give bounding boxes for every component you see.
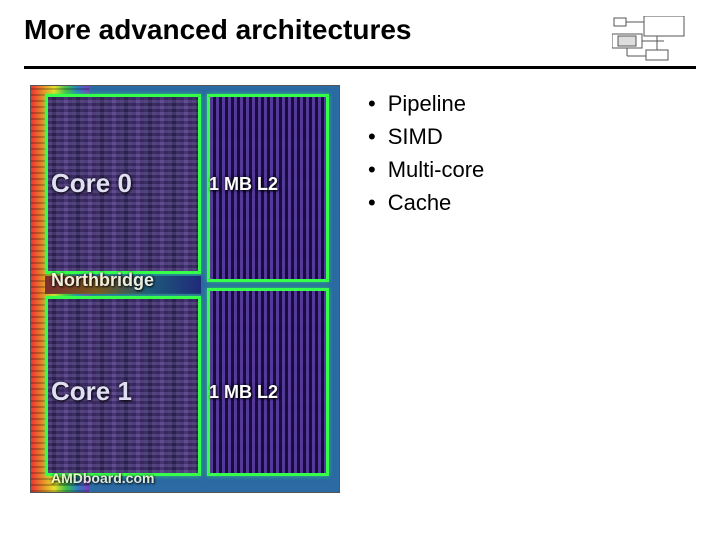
bullet-item: • Cache [368,186,484,219]
title-row: More advanced architectures [24,14,696,64]
bullet-glyph: • [368,120,376,153]
label-l2-0: 1 MB L2 [209,174,278,195]
bullet-glyph: • [368,153,376,186]
title-rule [24,66,696,69]
bullet-item: • Multi-core [368,153,484,186]
bullet-item: • Pipeline [368,87,484,120]
slide: More advanced architectures [0,0,720,493]
content-row: Core 0 Northbridge Core 1 1 MB L2 1 MB L… [24,85,696,493]
bullet-text: SIMD [388,120,443,153]
bullet-item: • SIMD [368,120,484,153]
bullet-text: Cache [388,186,452,219]
bullet-text: Multi-core [388,153,485,186]
bullet-glyph: • [368,186,376,219]
slide-title: More advanced architectures [24,14,412,54]
label-l2-1: 1 MB L2 [209,382,278,403]
bullet-list: • Pipeline • SIMD • Multi-core • Cache [368,85,484,219]
bullet-glyph: • [368,87,376,120]
corner-diagram-icon [612,16,696,64]
label-core-0: Core 0 [51,168,132,199]
bullet-text: Pipeline [388,87,466,120]
label-brand: AMDboard.com [51,470,154,486]
label-core-1: Core 1 [51,376,132,407]
label-northbridge: Northbridge [51,270,154,291]
die-photo: Core 0 Northbridge Core 1 1 MB L2 1 MB L… [30,85,340,493]
